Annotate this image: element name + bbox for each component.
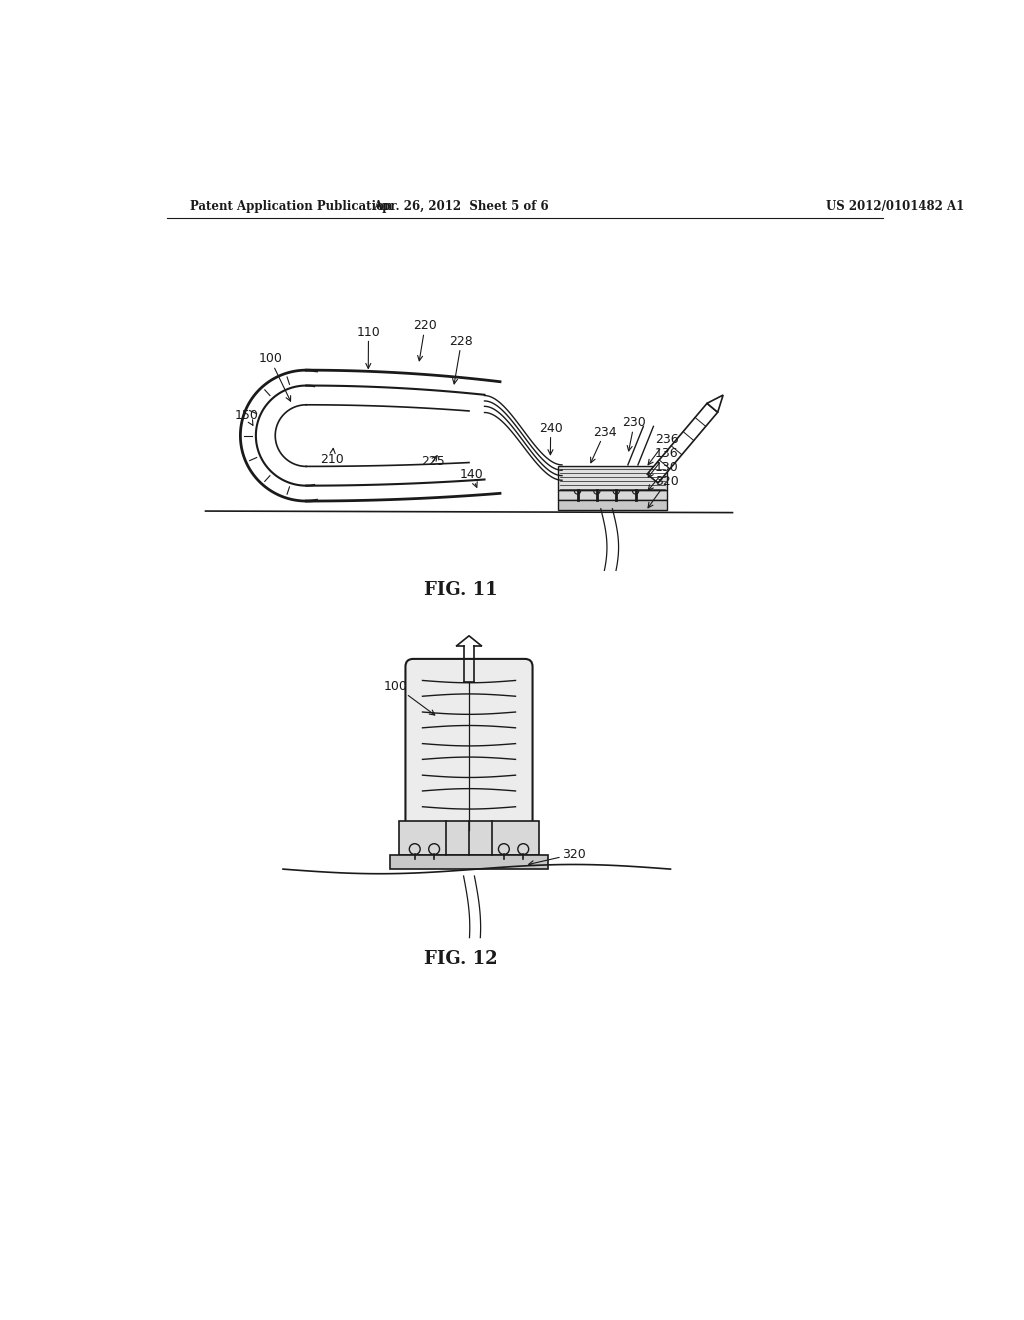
FancyBboxPatch shape <box>390 855 548 869</box>
FancyBboxPatch shape <box>558 466 667 490</box>
Text: 320: 320 <box>648 475 679 508</box>
Text: 236: 236 <box>648 433 679 465</box>
Text: Apr. 26, 2012  Sheet 5 of 6: Apr. 26, 2012 Sheet 5 of 6 <box>374 199 549 213</box>
Text: 136: 136 <box>648 447 679 477</box>
Text: 100: 100 <box>384 680 435 715</box>
Text: 230: 230 <box>623 416 646 451</box>
Text: 225: 225 <box>421 455 444 467</box>
Text: 110: 110 <box>356 326 380 368</box>
Text: 100: 100 <box>258 352 291 401</box>
Text: Patent Application Publication: Patent Application Publication <box>190 199 392 213</box>
Text: 150: 150 <box>234 409 259 425</box>
Text: US 2012/0101482 A1: US 2012/0101482 A1 <box>825 199 964 213</box>
Text: FIG. 11: FIG. 11 <box>424 581 498 598</box>
Text: 320: 320 <box>528 847 586 866</box>
Polygon shape <box>707 395 723 412</box>
Text: 240: 240 <box>539 422 562 454</box>
FancyBboxPatch shape <box>558 500 667 510</box>
FancyBboxPatch shape <box>406 659 532 829</box>
FancyBboxPatch shape <box>558 490 667 500</box>
Polygon shape <box>647 404 718 483</box>
Text: 130: 130 <box>648 461 679 490</box>
Text: FIG. 12: FIG. 12 <box>424 950 498 968</box>
Text: 210: 210 <box>321 449 344 466</box>
FancyBboxPatch shape <box>399 821 539 855</box>
Text: 228: 228 <box>450 335 473 384</box>
Text: 140: 140 <box>460 469 483 487</box>
Text: 220: 220 <box>414 319 437 360</box>
Text: 234: 234 <box>591 425 616 463</box>
